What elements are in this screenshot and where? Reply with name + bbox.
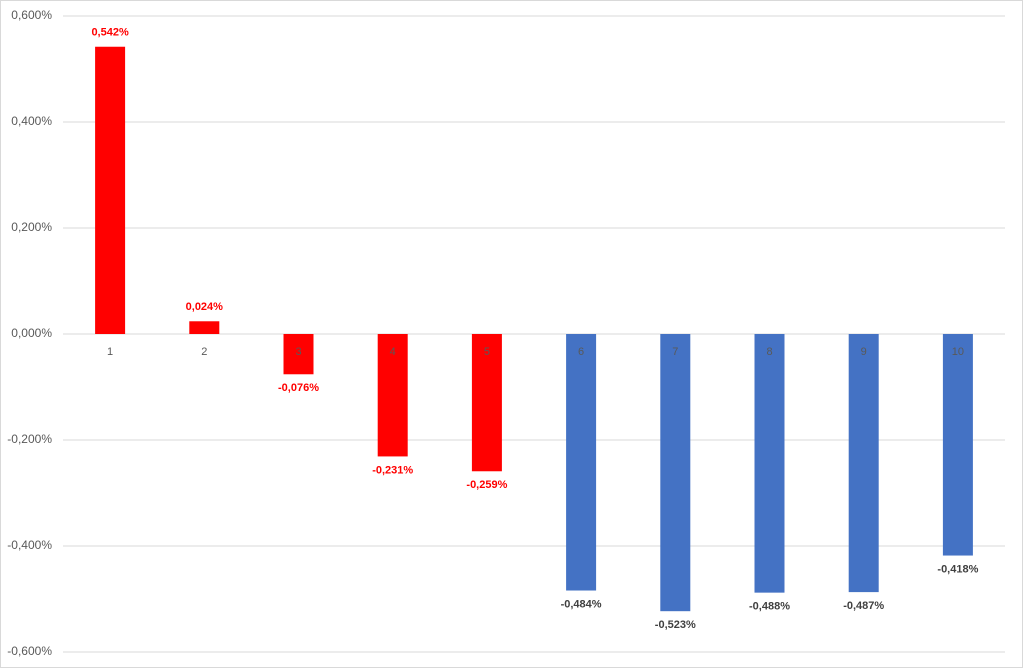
bar [566, 334, 597, 591]
x-tick-label: 8 [766, 346, 772, 358]
value-label: -0,523% [655, 619, 696, 631]
value-label: 0,024% [186, 301, 224, 313]
value-label: -0,484% [561, 598, 602, 610]
x-tick-label: 3 [295, 346, 301, 358]
x-tick-label: 10 [952, 346, 964, 358]
bar [95, 46, 126, 335]
x-tick-label: 2 [201, 346, 207, 358]
y-tick-label: 0,000% [11, 326, 52, 340]
bar [189, 321, 220, 334]
y-tick-label: 0,400% [11, 114, 52, 128]
bar [942, 334, 973, 556]
bar [848, 334, 879, 593]
bar [377, 334, 408, 457]
y-tick-label: 0,200% [11, 220, 52, 234]
value-label: -0,231% [372, 464, 413, 476]
value-label: -0,487% [843, 600, 884, 612]
bar [471, 334, 502, 472]
x-tick-label: 6 [578, 346, 584, 358]
bar [754, 334, 785, 593]
bar [660, 334, 691, 612]
value-label: -0,259% [466, 479, 507, 491]
y-tick-label: 0,600% [11, 8, 52, 22]
y-tick-label: -0,600% [7, 644, 52, 658]
x-tick-label: 9 [861, 346, 867, 358]
x-tick-label: 7 [672, 346, 678, 358]
value-label: -0,488% [749, 601, 790, 613]
value-label: -0,418% [937, 563, 978, 575]
value-label: -0,076% [278, 382, 319, 394]
x-tick-label: 4 [390, 346, 396, 358]
bar [283, 334, 314, 375]
value-label: 0,542% [91, 27, 129, 39]
y-tick-label: -0,200% [7, 432, 52, 446]
x-tick-label: 5 [484, 346, 490, 358]
x-tick-label: 1 [107, 346, 113, 358]
y-tick-label: -0,400% [7, 538, 52, 552]
